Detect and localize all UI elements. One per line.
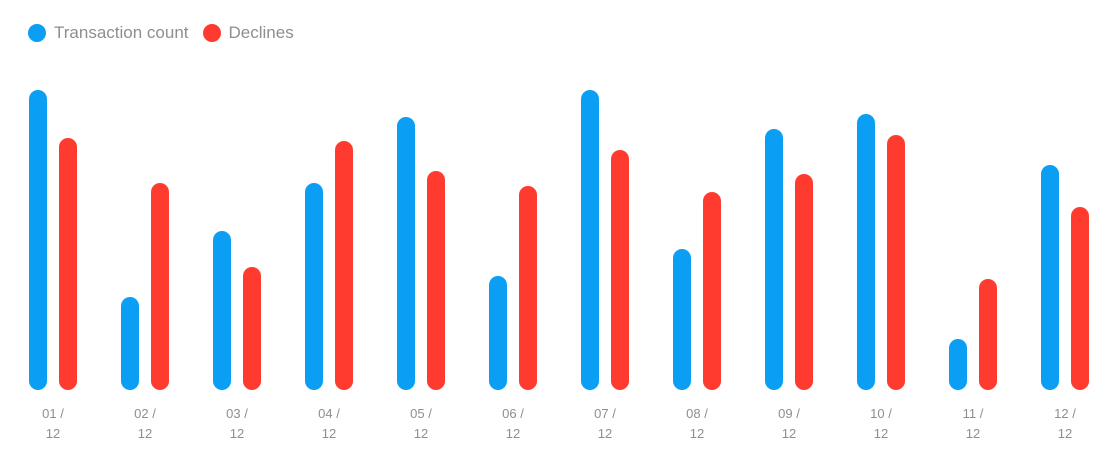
bar-declines-7 (611, 150, 629, 390)
legend-swatch-declines (202, 24, 221, 42)
chart-legend: Transaction count Declines (28, 20, 294, 46)
x-tick-label-3: 03 /12 (226, 406, 248, 441)
bar-transaction-count-3 (213, 231, 231, 390)
legend-label-transaction-count: Transaction count (54, 23, 189, 42)
x-tick-label-10: 10 /12 (870, 406, 892, 441)
x-tick-label-6: 06 /12 (502, 406, 524, 441)
legend-label-declines: Declines (228, 23, 294, 42)
bar-transaction-count-7 (581, 90, 599, 390)
x-tick-label-2: 02 /12 (134, 406, 156, 441)
bar-transaction-count-5 (397, 117, 415, 390)
bar-declines-9 (795, 174, 813, 390)
bar-declines-6 (519, 186, 537, 390)
bar-transaction-count-4 (305, 183, 323, 390)
x-tick-label-1: 01 /12 (42, 406, 64, 441)
bar-declines-11 (979, 279, 997, 390)
bar-transaction-count-1 (29, 90, 47, 390)
bar-transaction-count-12 (1041, 165, 1059, 390)
bar-transaction-count-6 (489, 276, 507, 390)
bar-declines-3 (243, 267, 261, 390)
x-tick-label-4: 04 /12 (318, 406, 340, 441)
bar-declines-2 (151, 183, 169, 390)
legend-swatch-transaction-count (28, 24, 46, 42)
x-tick-label-8: 08 /12 (686, 406, 708, 441)
x-tick-label-11: 11 /12 (963, 406, 984, 441)
bar-transaction-count-9 (765, 129, 783, 390)
bar-declines-12 (1071, 207, 1089, 390)
bar-transaction-count-8 (673, 249, 691, 390)
bar-transaction-count-11 (949, 339, 967, 390)
legend-item-transaction-count: Transaction count (28, 23, 189, 43)
bar-declines-10 (887, 135, 905, 390)
bar-declines-4 (335, 141, 353, 390)
legend-item-declines: Declines (202, 23, 294, 43)
x-tick-label-12: 12 /12 (1054, 406, 1076, 441)
bar-declines-5 (427, 171, 445, 390)
bar-transaction-count-10 (857, 114, 875, 390)
x-tick-label-5: 05 /12 (410, 406, 432, 441)
x-tick-label-7: 07 /12 (594, 406, 616, 441)
bar-transaction-count-2 (121, 297, 139, 390)
bar-declines-1 (59, 138, 77, 390)
bar-declines-8 (703, 192, 721, 390)
x-tick-label-9: 09 /12 (778, 406, 800, 441)
